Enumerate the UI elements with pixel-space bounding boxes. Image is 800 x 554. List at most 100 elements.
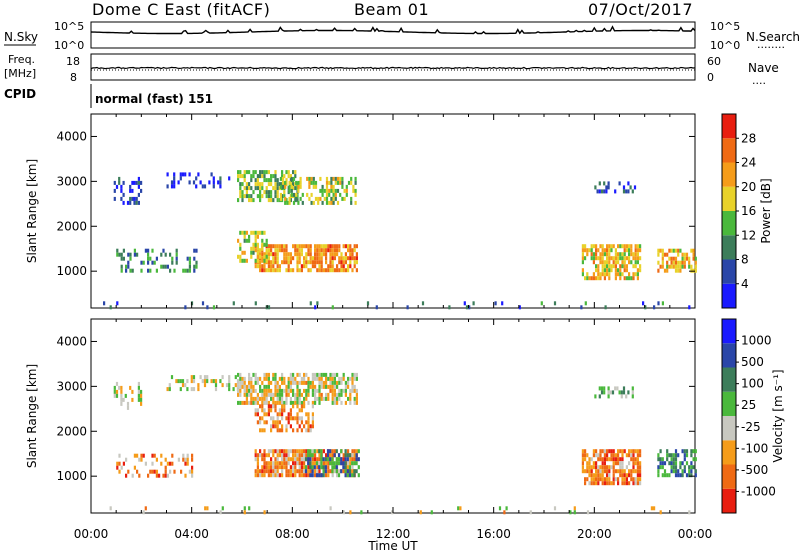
data-cell bbox=[318, 252, 321, 257]
data-cell bbox=[603, 461, 606, 466]
data-cell bbox=[279, 184, 282, 189]
data-cell bbox=[610, 449, 613, 454]
data-cell bbox=[344, 400, 347, 405]
data-cell bbox=[309, 457, 312, 462]
data-cell bbox=[605, 185, 608, 190]
data-cell bbox=[254, 372, 257, 377]
data-cell bbox=[252, 198, 255, 203]
x-tick-label: 00:00 bbox=[678, 527, 713, 541]
data-cell bbox=[166, 473, 169, 478]
data-cell bbox=[292, 244, 295, 249]
data-cell bbox=[617, 260, 620, 265]
data-cell bbox=[307, 473, 310, 478]
data-cell bbox=[630, 248, 633, 253]
data-cell bbox=[191, 465, 194, 470]
data-cell bbox=[248, 388, 251, 393]
data-cell bbox=[311, 473, 314, 478]
data-cell bbox=[120, 401, 123, 406]
data-cell bbox=[457, 506, 460, 511]
data-cell bbox=[279, 196, 282, 201]
data-cell bbox=[670, 461, 673, 466]
data-cell bbox=[692, 457, 695, 462]
data-cell bbox=[642, 301, 645, 306]
data-cell bbox=[355, 376, 358, 381]
data-cell bbox=[289, 388, 292, 393]
data-cell bbox=[632, 477, 635, 482]
data-cell bbox=[592, 276, 595, 281]
data-cell bbox=[256, 186, 259, 191]
data-cell bbox=[327, 469, 330, 474]
data-cell bbox=[256, 234, 259, 239]
data-cell bbox=[250, 186, 253, 191]
data-cell bbox=[201, 379, 204, 384]
data-cell bbox=[336, 380, 339, 385]
data-cell bbox=[355, 453, 358, 458]
data-cell bbox=[245, 392, 248, 397]
date-title: 07/Oct/2017 bbox=[588, 0, 693, 19]
data-cell bbox=[636, 461, 639, 466]
data-cell bbox=[281, 412, 284, 417]
data-cell bbox=[239, 388, 242, 393]
data-cell bbox=[668, 248, 671, 253]
data-cell bbox=[636, 252, 639, 257]
data-cell bbox=[614, 260, 617, 265]
data-cell bbox=[644, 305, 647, 310]
data-cell bbox=[252, 242, 255, 247]
data-cell bbox=[603, 386, 606, 391]
data-cell bbox=[115, 184, 119, 189]
data-cell bbox=[336, 396, 339, 401]
data-cell bbox=[252, 190, 255, 195]
data-cell bbox=[636, 256, 639, 261]
data-cell bbox=[307, 457, 310, 462]
data-cell bbox=[254, 234, 257, 239]
data-cell bbox=[335, 469, 338, 474]
data-cell bbox=[326, 453, 330, 458]
data-cell bbox=[595, 461, 598, 466]
data-cell bbox=[270, 264, 273, 269]
data-cell bbox=[118, 176, 121, 181]
data-cell bbox=[292, 428, 295, 433]
data-cell bbox=[332, 192, 335, 197]
data-cell bbox=[289, 372, 292, 377]
data-cell bbox=[276, 392, 279, 397]
data-cell bbox=[621, 256, 624, 261]
data-cell bbox=[325, 396, 328, 401]
data-cell bbox=[263, 258, 266, 263]
x-tick-label: 16:00 bbox=[476, 527, 511, 541]
data-cell bbox=[265, 396, 268, 401]
data-cell bbox=[629, 185, 632, 190]
data-cell bbox=[250, 178, 253, 183]
data-cell bbox=[336, 268, 339, 273]
data-cell bbox=[636, 272, 639, 277]
data-cell bbox=[201, 301, 205, 306]
data-cell bbox=[267, 465, 270, 470]
data-cell bbox=[329, 461, 332, 466]
data-cell bbox=[272, 264, 275, 269]
data-cell bbox=[254, 473, 257, 478]
data-cell bbox=[274, 268, 277, 273]
data-cell bbox=[120, 256, 123, 261]
data-cell bbox=[181, 383, 185, 388]
data-cell bbox=[672, 461, 675, 466]
data-cell bbox=[681, 473, 684, 478]
data-cell bbox=[330, 176, 333, 181]
data-cell bbox=[592, 477, 595, 482]
data-cell bbox=[278, 412, 281, 417]
data-cell bbox=[294, 453, 297, 458]
data-cell bbox=[300, 449, 303, 454]
data-cell bbox=[129, 256, 132, 261]
data-cell bbox=[595, 248, 598, 253]
data-cell bbox=[274, 461, 277, 466]
data-cell bbox=[331, 453, 334, 458]
data-cell bbox=[595, 244, 598, 249]
data-cell bbox=[674, 268, 678, 273]
data-cell bbox=[294, 473, 297, 478]
data-cell bbox=[588, 481, 591, 486]
data-cell bbox=[333, 268, 336, 273]
data-cell bbox=[597, 453, 600, 458]
y-tick-label: 3000 bbox=[56, 174, 87, 188]
data-cell bbox=[115, 389, 119, 394]
data-cell bbox=[342, 256, 345, 261]
data-cell bbox=[278, 465, 281, 470]
data-cell bbox=[621, 449, 624, 454]
